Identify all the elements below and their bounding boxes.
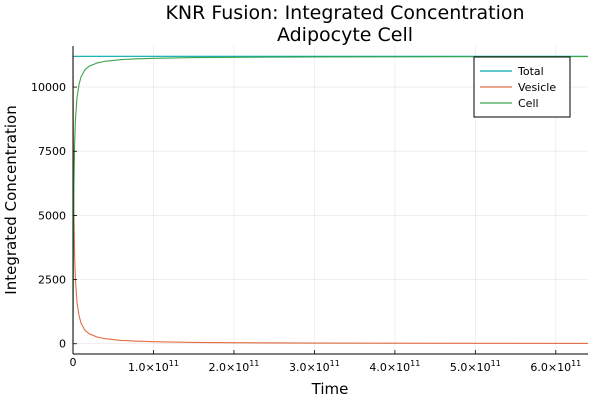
x-tick-exponent: 11 xyxy=(491,359,501,368)
y-axis-label: Integrated Concentration xyxy=(2,105,20,294)
x-tick-label: 1.0×1011 xyxy=(128,359,179,374)
y-tick-label: 0 xyxy=(59,338,66,351)
x-tick-exponent: 11 xyxy=(410,359,420,368)
x-tick-exponent: 11 xyxy=(169,359,179,368)
y-tick-label: 7500 xyxy=(38,145,66,158)
x-tick-exponent: 11 xyxy=(571,359,581,368)
series-layer xyxy=(72,55,589,344)
x-tick-mantissa: 5.0×10 xyxy=(450,361,491,374)
x-tick-mantissa: 4.0×10 xyxy=(369,361,410,374)
legend-label-total: Total xyxy=(517,65,544,78)
x-tick-exponent: 11 xyxy=(249,359,259,368)
chart-title-line-2: Adipocyte Cell xyxy=(277,24,413,46)
x-tick-mantissa: 1.0×10 xyxy=(128,361,169,374)
x-tick-exponent: 11 xyxy=(330,359,340,368)
chart-title-line-1: KNR Fusion: Integrated Concentration xyxy=(165,2,524,24)
y-tick-label: 2500 xyxy=(38,274,66,287)
series-line-cell xyxy=(72,56,589,344)
x-tick-mantissa: 0 xyxy=(70,356,77,369)
x-tick-label: 3.0×1011 xyxy=(289,359,340,374)
x-tick-labels: 0 1.0×1011 2.0×1011 3.0×1011 4.0×1011 5.0×101… xyxy=(70,356,582,374)
x-tick-label: 0 xyxy=(70,356,77,369)
x-tick-mantissa: 3.0×10 xyxy=(289,361,330,374)
x-tick-label: 6.0×1011 xyxy=(530,359,581,374)
legend: Total Vesicle Cell xyxy=(473,56,571,118)
x-tick-mantissa: 2.0×10 xyxy=(208,361,249,374)
legend-label-vesicle: Vesicle xyxy=(518,81,556,94)
x-axis-label: Time xyxy=(311,380,349,398)
y-tick-labels: 0 2500 5000 7500 10000 xyxy=(31,81,66,351)
y-tick-label: 10000 xyxy=(31,81,66,94)
x-tick-label: 5.0×1011 xyxy=(450,359,501,374)
series-line-vesicle xyxy=(72,56,589,344)
x-tick-mantissa: 6.0×10 xyxy=(530,361,571,374)
x-tick-label: 4.0×1011 xyxy=(369,359,420,374)
y-tick-label: 5000 xyxy=(38,209,66,222)
legend-label-cell: Cell xyxy=(518,97,539,110)
x-tick-label: 2.0×1011 xyxy=(208,359,259,374)
axes xyxy=(72,46,588,355)
